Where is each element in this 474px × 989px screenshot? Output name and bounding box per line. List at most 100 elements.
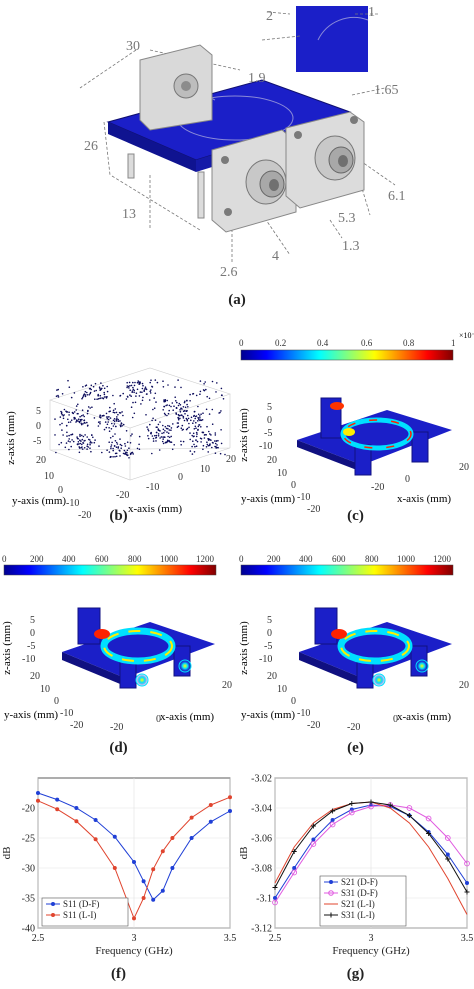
x-tick-label: 0 [405, 474, 410, 485]
colorbar-tick: 0.6 [361, 338, 373, 348]
z-tick-label: 0 [36, 421, 41, 432]
data-point [189, 836, 194, 840]
dim-inset-1-label: 1 [368, 5, 375, 20]
field-plot-c: ×10⁻⁹ 0 0.2 0.4 0.6 0.8 1 5 0 -5 -10 20 [238, 331, 474, 515]
z-tick-label: 5 [267, 615, 272, 626]
colorbar-tick: 0 [239, 338, 244, 348]
colorbar-tick: 600 [95, 554, 109, 564]
dim-leg-label: 2.6 [220, 265, 238, 280]
data-point [310, 841, 317, 847]
dim-port-diameter-label: 5.3 [338, 211, 356, 226]
legend-label: S31 (D-F) [341, 888, 378, 898]
x-tick-label: 3 [132, 933, 137, 944]
data-point [55, 807, 60, 812]
y-tick-label: -3.12 [251, 924, 272, 935]
colorbar [240, 349, 454, 361]
data-point [406, 805, 413, 811]
data-point [170, 866, 175, 870]
colorbar-tick: 0.2 [275, 338, 286, 348]
y-tick-label: -20 [307, 504, 320, 515]
point-cloud-dots [54, 379, 226, 459]
data-point [330, 808, 336, 814]
dim-port-depth-label: 6.1 [388, 189, 406, 204]
field-map-c [297, 397, 452, 476]
x-axis-label: x-axis (mm) [397, 711, 451, 723]
dim-height-label: 13 [122, 207, 136, 222]
data-point [387, 802, 393, 808]
x-tick-label: -20 [371, 482, 384, 493]
x-tick-label: 3 [369, 933, 374, 944]
z-tick-label: -5 [33, 436, 41, 447]
y-tick-label: 20 [30, 671, 40, 682]
caption-b: (b) [109, 508, 128, 524]
colorbar [240, 564, 454, 576]
z-tick-label: -10 [259, 441, 272, 452]
legend-marker [328, 890, 334, 896]
y-axis-label: dB [1, 847, 13, 860]
caption-c: (c) [347, 508, 364, 524]
legend-marker [51, 913, 55, 917]
y-tick-label: 20 [36, 455, 46, 466]
legend-marker [51, 902, 55, 906]
colorbar-tick: 400 [62, 554, 76, 564]
connector-front-right [285, 111, 365, 209]
panel-a-antenna-geometry: 30 26 13 2.6 4 1.3 5.3 6.1 1.65 1.9 2 1 … [0, 0, 474, 308]
y-axis-label: dB [238, 847, 250, 860]
z-tick-label: 5 [267, 402, 272, 413]
data-point [445, 856, 451, 862]
y-tick-label: -10 [297, 708, 310, 719]
z-tick-label: 0 [267, 628, 272, 639]
data-point [311, 837, 316, 842]
data-point [160, 888, 165, 893]
x-tick-label: -20 [116, 490, 129, 501]
x-tick-label: 20 [459, 462, 469, 473]
data-point [228, 809, 232, 813]
colorbar-tick: 1000 [397, 554, 416, 564]
colorbar-tick: 1000 [160, 554, 179, 564]
colorbar-tick: 600 [332, 554, 346, 564]
x-axis-label: Frequency (GHz) [332, 945, 410, 957]
legend-label: S21 (D-F) [341, 877, 378, 887]
data-point [36, 791, 40, 795]
data-point [74, 819, 79, 824]
colorbar-tick: 800 [365, 554, 379, 564]
data-point [132, 860, 136, 864]
y-tick-label: -3.1 [256, 894, 272, 905]
colorbar-exponent: ×10⁻⁹ [459, 331, 474, 340]
y-tick-label: -25 [22, 834, 35, 845]
caption-d: (d) [109, 740, 128, 756]
z-tick-label: 0 [30, 628, 35, 639]
colorbar-tick: 0 [239, 554, 244, 564]
y-tick-label: -3.04 [251, 804, 272, 815]
data-point [151, 897, 156, 902]
dim-pin-label: 1.3 [342, 239, 360, 254]
field-plot-d: 0 200 400 600 800 1000 1200 5 0 -5 -10 [1, 554, 232, 733]
data-point [464, 889, 470, 895]
x-tick-label: 3.5 [461, 933, 474, 944]
data-point [425, 815, 432, 822]
data-point [151, 867, 156, 872]
y-tick-label: -20 [78, 510, 91, 520]
y-axis-label: y-axis (mm) [241, 493, 295, 505]
y-tick-label: -10 [297, 492, 310, 503]
data-point [272, 885, 278, 890]
y-axis-label: y-axis (mm) [12, 495, 66, 507]
colorbar-tick: 0.8 [403, 338, 415, 348]
x-axis-label: x-axis (mm) [160, 711, 214, 723]
data-point [208, 803, 213, 807]
y-tick-label: 0 [291, 480, 296, 491]
z-tick-label: -5 [264, 428, 272, 439]
data-point [112, 866, 117, 870]
data-point [208, 819, 213, 824]
dim-length-label: 26 [84, 139, 98, 154]
z-axis-label: z-axis (mm) [1, 621, 13, 675]
x-tick-label: 20 [222, 680, 232, 691]
data-point [112, 834, 117, 839]
z-axis-label: z-axis (mm) [5, 411, 17, 465]
connector-front-left [211, 129, 297, 233]
x-axis-label: x-axis (mm) [128, 503, 182, 515]
data-point [170, 836, 175, 840]
s21-s31-line-chart: 2.5 3 3.5 -3.02 -3.04 -3.06 -3.08 -3.1 -3.12 Freq… [238, 774, 474, 958]
field-map-d [62, 607, 215, 689]
data-point [464, 860, 470, 867]
